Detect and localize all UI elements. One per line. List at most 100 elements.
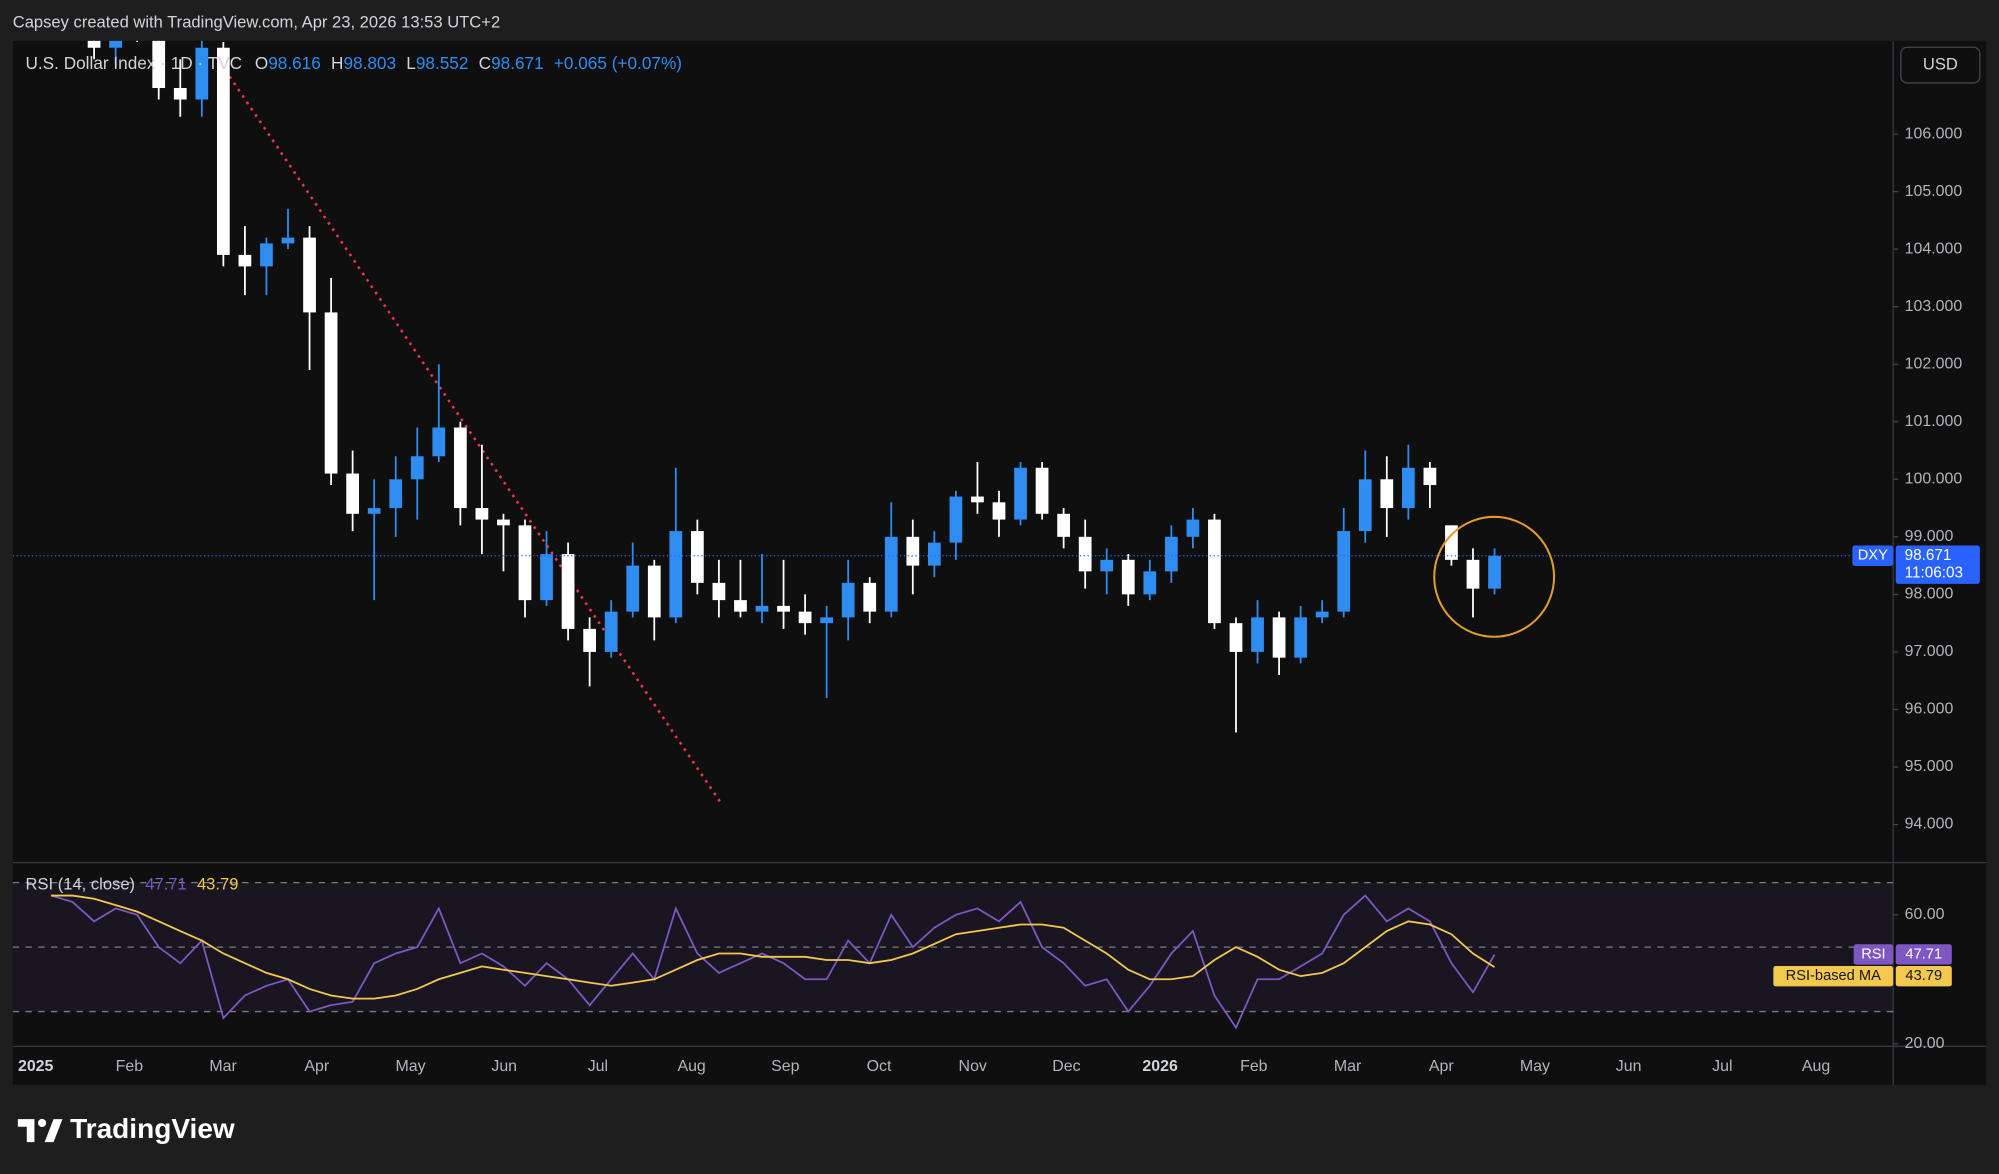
candle-body xyxy=(410,456,424,480)
y-tick-label: 104.000 xyxy=(1905,240,1963,257)
x-tick-label: Jun xyxy=(491,1058,517,1075)
candle-body xyxy=(518,525,532,601)
currency-button[interactable] xyxy=(1900,46,1981,84)
candle-body xyxy=(1315,611,1329,618)
x-tick-label: Aug xyxy=(677,1058,705,1075)
rsi-line xyxy=(50,894,1496,1030)
candle-body xyxy=(1078,536,1092,572)
candle-body xyxy=(777,605,790,612)
brand-logo xyxy=(17,1118,63,1143)
x-tick-label: Mar xyxy=(1334,1058,1362,1075)
logo-slash xyxy=(44,1119,63,1143)
candle-body xyxy=(324,312,338,474)
ohlc-value: 98.803 xyxy=(343,52,396,72)
candle-body xyxy=(927,542,941,566)
candle-body xyxy=(497,519,510,526)
overlay: 94.000 95.000 96.000 97.000 98.000 99.000 100.… xyxy=(18,52,1980,1075)
candle-body xyxy=(583,628,597,652)
candle-body xyxy=(1035,467,1049,514)
candle-body xyxy=(1488,555,1501,589)
currency-label[interactable]: USD xyxy=(1923,54,1958,73)
x-tick-label: 2025 xyxy=(18,1058,54,1075)
ohlc-value: 98.616 xyxy=(268,52,321,72)
y-tick-label: 105.000 xyxy=(1905,183,1963,200)
ohlc-label: L xyxy=(406,52,416,72)
candle-body xyxy=(87,40,101,48)
x-tick-label: May xyxy=(395,1058,425,1075)
highlight-circle[interactable] xyxy=(1433,515,1556,638)
credit: Capsey created with TradingView.com, Apr… xyxy=(13,12,500,31)
candle-body xyxy=(432,427,446,457)
candle-body xyxy=(1380,479,1394,509)
candle-body xyxy=(216,47,230,255)
x-tick-label: Sep xyxy=(771,1058,799,1075)
candle-body xyxy=(1143,571,1157,595)
candle-body xyxy=(109,40,123,48)
series-tag-name-label: RSI xyxy=(1861,946,1885,962)
series-tag-name-label: RSI-based MA xyxy=(1786,968,1881,984)
ohlc-value: 98.671 xyxy=(491,52,544,72)
candle-body xyxy=(949,496,963,543)
candle-body xyxy=(1014,467,1027,520)
x-tick-label: Jul xyxy=(588,1058,608,1075)
candle-body xyxy=(1121,559,1135,595)
trend-line[interactable] xyxy=(215,56,723,805)
y-tick-label: 96.000 xyxy=(1905,701,1954,718)
candle-body xyxy=(303,237,316,313)
candle-body xyxy=(1229,623,1243,652)
price-tag-value: 98.671 xyxy=(1905,547,1952,564)
candle-body xyxy=(647,565,661,618)
candle-body xyxy=(841,582,855,618)
chart-legend: U.S. Dollar Index · 1D · TVC O98.616 H98.8… xyxy=(25,52,681,72)
price-pane xyxy=(12,40,1894,805)
candle-body xyxy=(389,479,403,509)
candle-body xyxy=(906,536,920,566)
y-tick-label: 98.000 xyxy=(1905,586,1954,603)
x-tick-label: 2026 xyxy=(1142,1058,1178,1075)
candle-body xyxy=(173,88,187,100)
chart-title: U.S. Dollar Index · 1D · TVC xyxy=(25,52,242,72)
x-tick-label: Jul xyxy=(1712,1058,1732,1075)
x-tick-label: Mar xyxy=(209,1058,237,1075)
candle-body xyxy=(540,554,553,601)
candle-body xyxy=(1164,536,1178,572)
candle-body xyxy=(1337,531,1351,612)
candle-body xyxy=(1272,617,1286,658)
y-tick-label: 101.000 xyxy=(1905,413,1963,430)
candle-body xyxy=(367,508,381,514)
candle-body xyxy=(195,47,209,100)
ohlc-value: 98.552 xyxy=(416,52,469,72)
y-tick-label: 99.000 xyxy=(1905,528,1954,545)
candle-body xyxy=(346,473,360,514)
x-tick-label: Apr xyxy=(1429,1058,1454,1075)
rsi-pane xyxy=(12,881,1894,1030)
y-tick-label: 95.000 xyxy=(1905,758,1954,775)
candle-body xyxy=(281,237,295,244)
candle-body xyxy=(1294,617,1307,658)
candle-body xyxy=(260,243,273,267)
candle-body xyxy=(798,611,812,624)
x-tick-label: May xyxy=(1520,1058,1550,1075)
candle-body xyxy=(561,554,575,629)
y-tick-label: 102.000 xyxy=(1905,355,1963,372)
candle-body xyxy=(1445,525,1458,560)
candle-body xyxy=(820,617,834,624)
x-tick-label: Feb xyxy=(1240,1058,1268,1075)
candle-body xyxy=(971,496,984,503)
candle-body xyxy=(1186,519,1200,537)
y-tick-label: 20.00 xyxy=(1905,1035,1945,1052)
symbol-tag-label: DXY xyxy=(1858,548,1888,564)
logo-bar xyxy=(17,1119,35,1143)
change: +0.065 (+0.07%) xyxy=(554,52,682,72)
chart-panel xyxy=(12,40,1987,1085)
rsi-legend: RSI (14, close) 47.71 43.79 xyxy=(25,875,238,894)
candle-body xyxy=(992,502,1006,520)
candle-body xyxy=(475,508,489,520)
candle-body xyxy=(1358,479,1372,532)
candle-body xyxy=(1100,559,1114,572)
x-tick-label: Nov xyxy=(959,1058,987,1075)
y-tick-label: 103.000 xyxy=(1905,298,1963,315)
x-tick-label: Feb xyxy=(116,1058,144,1075)
